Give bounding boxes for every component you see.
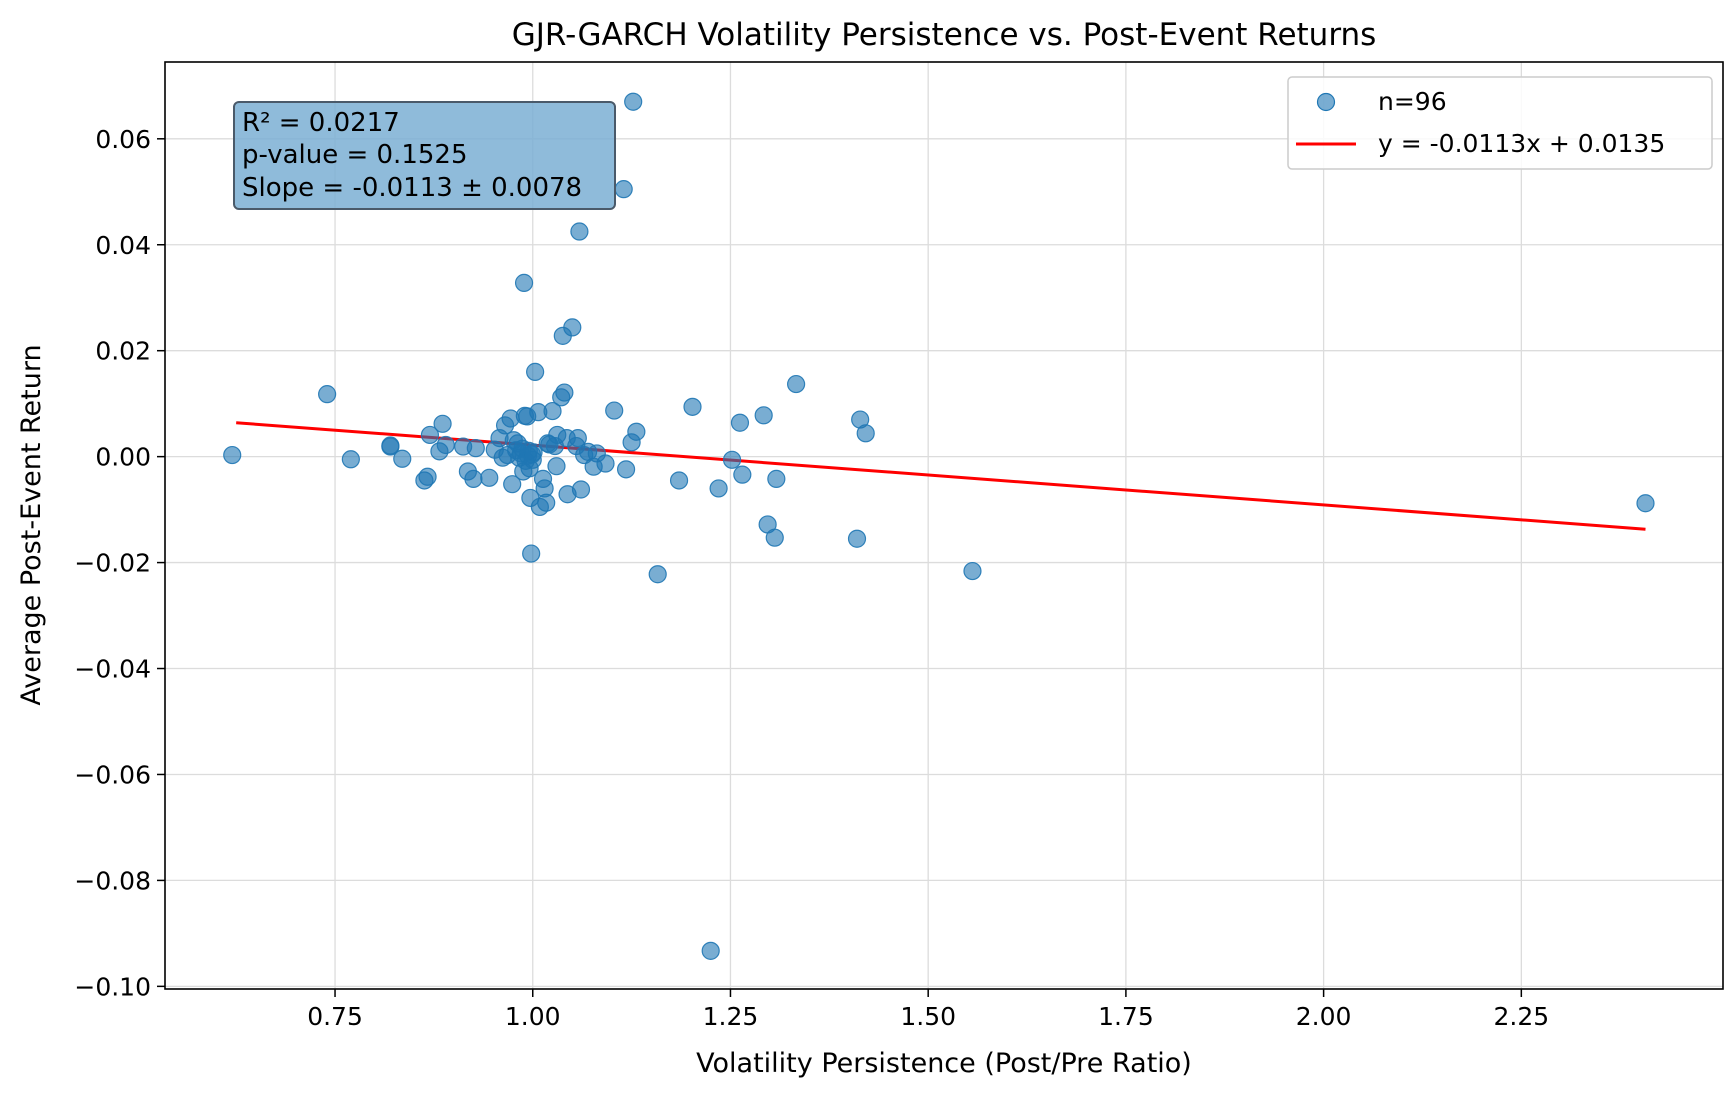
data-point (570, 222, 589, 241)
y-axis-ticks: 0.06 0.04 0.02 0.00 −0.02 −0.04 −0.06 −0.08 −0.1… (74, 125, 165, 1001)
data-point (733, 465, 752, 484)
data-point (648, 565, 667, 584)
y-tick-label: −0.08 (74, 866, 151, 895)
data-point (787, 374, 806, 394)
chart-title: GJR-GARCH Volatility Persistence vs. Pos… (512, 17, 1377, 53)
x-tick-label: 1.50 (900, 1002, 956, 1031)
data-point (669, 471, 689, 490)
legend-frame (1287, 76, 1713, 170)
data-point (683, 397, 702, 416)
y-tick-label: −0.02 (74, 549, 151, 578)
data-point (963, 561, 982, 581)
data-point (847, 529, 867, 548)
stats-box: R² = 0.0217 p-value = 0.1525 Slope = -0.… (233, 101, 616, 210)
y-tick-label: −0.10 (74, 972, 151, 1001)
x-axis-label: Volatility Persistence (Post/Pre Ratio) (696, 1048, 1192, 1079)
data-point (433, 414, 452, 433)
data-point (1636, 494, 1655, 513)
y-tick-label: 0.00 (95, 443, 151, 472)
data-point (318, 385, 337, 404)
data-point (709, 479, 728, 498)
y-tick-label: 0.02 (95, 337, 151, 366)
data-point (464, 469, 483, 488)
stats-p-value: p-value = 0.1525 (242, 140, 468, 170)
x-tick-label: 1.00 (505, 1002, 561, 1031)
data-point (480, 468, 499, 487)
data-point (543, 401, 562, 421)
x-tick-label: 1.75 (1098, 1002, 1154, 1031)
legend-label-scatter: n=96 (1378, 87, 1447, 116)
data-point (730, 413, 750, 432)
data-point (537, 493, 556, 512)
x-axis-ticks: 0.75 1.00 1.25 1.50 1.75 2.00 2.25 (307, 989, 1549, 1031)
plot-area-background (165, 62, 1723, 989)
data-point (436, 435, 455, 455)
data-point (526, 362, 545, 381)
data-point (393, 449, 412, 468)
x-tick-label: 2.25 (1493, 1002, 1549, 1031)
data-point (568, 428, 587, 448)
x-tick-label: 2.00 (1296, 1002, 1352, 1031)
y-axis-label: Average Post-Event Return (16, 344, 47, 705)
data-point (856, 424, 875, 443)
legend-scatter-marker (1316, 92, 1336, 112)
data-point (563, 318, 582, 337)
data-point (341, 450, 360, 469)
stats-box-background (233, 101, 616, 210)
data-point (767, 469, 786, 488)
y-tick-label: 0.06 (95, 125, 151, 154)
data-point (571, 480, 591, 499)
data-point (503, 475, 522, 494)
data-point (765, 528, 784, 547)
data-point (223, 445, 242, 465)
data-point (616, 460, 636, 479)
data-point (547, 457, 566, 476)
data-point (522, 544, 541, 563)
data-point (555, 383, 574, 402)
x-tick-label: 1.25 (703, 1002, 759, 1031)
stats-slope: Slope = -0.0113 ± 0.0078 (242, 173, 582, 203)
data-point (418, 467, 437, 486)
data-point (381, 437, 400, 456)
data-point (624, 92, 643, 111)
data-point (722, 450, 742, 469)
legend-label-line: y = -0.0113x + 0.0135 (1378, 129, 1665, 158)
data-point (466, 439, 485, 458)
data-point (627, 422, 646, 441)
data-point (754, 406, 773, 425)
data-point (596, 454, 615, 473)
plot-frame (164, 61, 1724, 990)
x-tick-label: 0.75 (307, 1002, 363, 1031)
data-point (605, 401, 624, 420)
scatter-points (223, 92, 1655, 960)
y-tick-label: −0.06 (74, 760, 151, 789)
data-point (614, 180, 633, 199)
y-tick-label: 0.04 (95, 231, 151, 260)
data-point (514, 273, 534, 292)
data-point (420, 425, 440, 445)
stats-r-squared: R² = 0.0217 (242, 108, 400, 138)
data-point (524, 443, 543, 462)
data-point (701, 941, 720, 960)
legend: n=96 y = -0.0113x + 0.0135 (1287, 76, 1713, 170)
y-tick-label: −0.04 (74, 655, 151, 684)
